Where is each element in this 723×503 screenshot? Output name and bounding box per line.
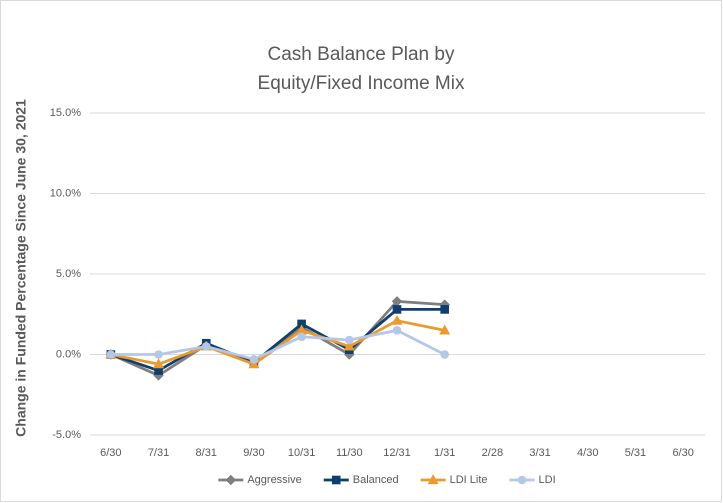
series-line [110, 328, 446, 361]
legend: Aggressive Balanced LDI Lite LDI [218, 474, 556, 486]
marker [392, 305, 402, 314]
marker [517, 475, 527, 485]
marker [440, 350, 449, 359]
x-tick-label: 2/28 [482, 447, 503, 459]
marker [154, 350, 163, 359]
chart-title: Equity/Fixed Income Mix [258, 73, 465, 94]
marker [331, 475, 341, 485]
x-tick-label: 8/31 [196, 447, 217, 459]
marker [153, 358, 164, 369]
x-tick-label: 4/30 [577, 447, 598, 459]
marker [345, 335, 354, 345]
x-tick-label: 5/31 [625, 447, 646, 459]
marker [297, 332, 306, 342]
legend-label: Aggressive [247, 474, 301, 486]
marker [249, 355, 259, 364]
marker [439, 324, 451, 335]
chart-title: Cash Balance Plan by [268, 44, 455, 65]
marker [392, 326, 402, 335]
legend-label: LDI Lite [450, 474, 488, 486]
y-tick-label: 0.0% [56, 348, 81, 360]
y-tick-label: 10.0% [50, 187, 81, 199]
marker [201, 342, 211, 351]
y-tick-label: 15.0% [50, 107, 81, 119]
x-tick-label: 1/31 [434, 447, 455, 459]
marker [225, 474, 237, 486]
series-line [110, 308, 445, 372]
x-tick-label: 11/30 [336, 447, 363, 459]
x-tick-label: 9/30 [243, 447, 264, 459]
legend-item: Balanced [323, 474, 399, 486]
x-tick-label: 6/30 [100, 447, 121, 459]
y-tick-label: 5.0% [56, 268, 81, 280]
legend-item: LDI Lite [420, 474, 488, 486]
marker [106, 350, 116, 359]
x-tick-label: 7/31 [148, 447, 169, 459]
legend-item: LDI [509, 474, 556, 486]
x-tick-label: 12/31 [383, 447, 411, 459]
marker [343, 340, 355, 351]
x-tick-label: 6/30 [672, 447, 693, 459]
marker [440, 305, 449, 314]
marker [391, 314, 403, 325]
y-axis-label: Change in Funded Percentage Since June 3… [13, 99, 29, 437]
x-tick-label: 3/31 [529, 447, 550, 459]
y-tick-label: -5.0% [52, 429, 81, 441]
marker [427, 474, 439, 485]
legend-item: Aggressive [218, 474, 302, 486]
legend-label: Balanced [353, 474, 399, 486]
legend-label: LDI [539, 474, 556, 486]
x-tick-label: 10/31 [288, 447, 316, 459]
